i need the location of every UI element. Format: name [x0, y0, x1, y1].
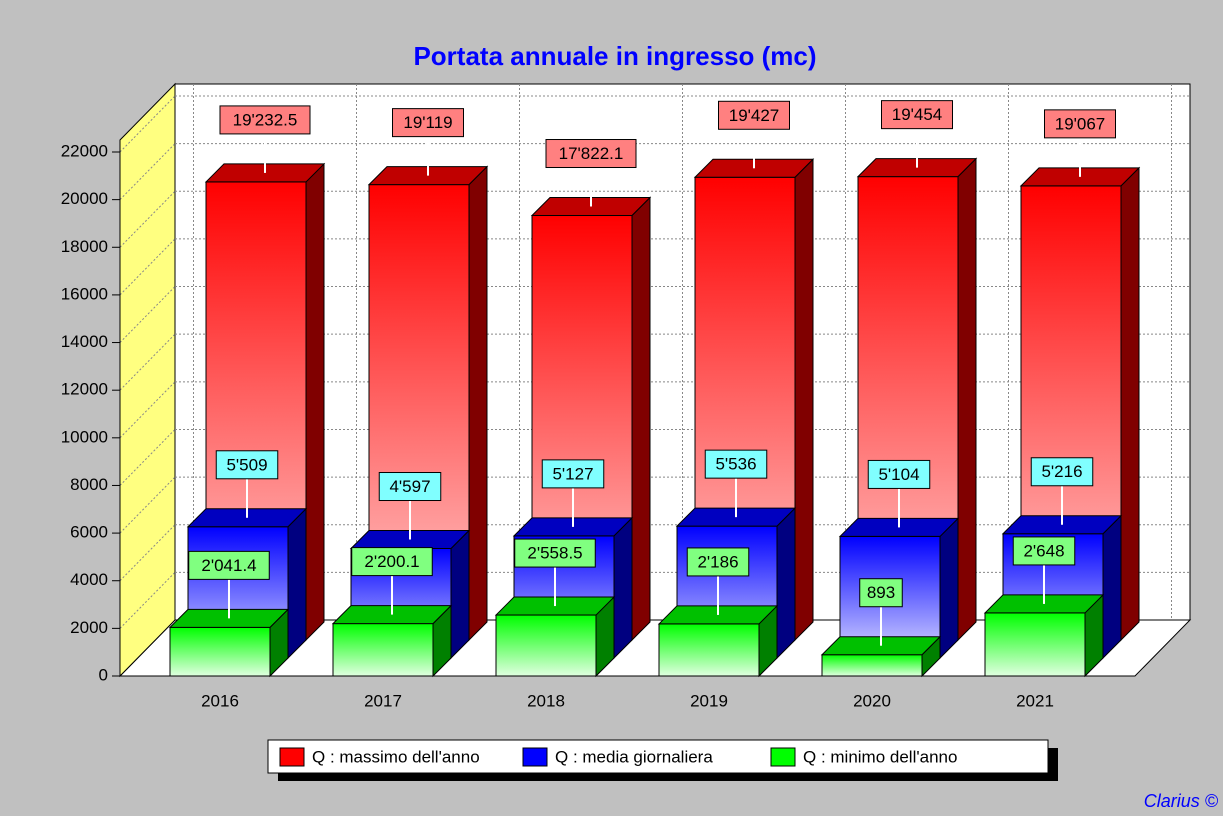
y-tick-label: 16000 [61, 284, 108, 303]
value-label-box [541, 459, 605, 489]
y-tick-label: 0 [99, 665, 108, 684]
y-tick-label: 12000 [61, 380, 108, 399]
bar-side [613, 516, 633, 660]
bar [658, 623, 760, 677]
bar-side [287, 507, 307, 660]
y-tick-label: 18000 [61, 237, 108, 256]
legend-label: Q : massimo dell'anno [312, 747, 480, 766]
bar-side [776, 506, 796, 660]
bar-side [305, 162, 325, 642]
value-label-box [188, 550, 270, 580]
grid-line [119, 476, 176, 534]
grid-line [119, 572, 176, 629]
credit: Clarius © [1144, 791, 1219, 811]
x-tick-label: 2018 [527, 691, 565, 710]
grid-line [119, 524, 176, 582]
value-label-box [1030, 457, 1094, 487]
value-label: 19'427 [729, 106, 780, 125]
value-label-box [378, 472, 442, 502]
value-label: 2'648 [1023, 541, 1064, 560]
bar [984, 612, 1086, 677]
legend [267, 739, 1049, 774]
value-label-box [881, 100, 953, 130]
value-label: 5'509 [226, 455, 267, 474]
value-label: 17'822.1 [559, 144, 624, 163]
bar [495, 614, 597, 677]
grid-line [119, 381, 176, 439]
y-tick-label: 20000 [61, 189, 108, 208]
grid-line [119, 429, 176, 486]
value-label: 4'597 [389, 477, 430, 496]
bar-side [631, 196, 651, 642]
side-wall [119, 82, 176, 678]
bar-side [1102, 514, 1122, 660]
y-tick-label: 8000 [70, 475, 108, 494]
value-label: 5'104 [878, 465, 919, 484]
bar-side [939, 517, 959, 660]
bar-side [468, 165, 488, 642]
y-tick-label: 14000 [61, 332, 108, 351]
y-tick-label: 4000 [70, 570, 108, 589]
bar-side [1120, 166, 1140, 642]
legend-swatch [770, 747, 796, 767]
y-tick-label: 6000 [70, 523, 108, 542]
value-label: 893 [867, 583, 895, 602]
x-tick-label: 2020 [853, 691, 891, 710]
legend-swatch [279, 747, 305, 767]
value-label-box [867, 459, 931, 489]
x-tick-label: 2021 [1016, 691, 1054, 710]
bar-side [957, 157, 977, 642]
grid-line [119, 190, 176, 248]
value-label-box [215, 450, 279, 480]
x-tick-label: 2016 [201, 691, 239, 710]
value-label-box [704, 449, 768, 479]
grid-line [119, 333, 176, 391]
grid-line [119, 238, 176, 296]
y-tick-label: 10000 [61, 427, 108, 446]
bar [332, 623, 434, 677]
value-label-box [718, 100, 790, 130]
value-label-box [351, 547, 433, 577]
value-label-box [1012, 536, 1076, 566]
value-label-box [859, 578, 903, 608]
value-label-box [686, 547, 750, 577]
legend-swatch [522, 747, 548, 767]
value-label: 19'119 [403, 113, 452, 132]
value-label: 5'536 [715, 455, 756, 474]
value-label-box [545, 139, 637, 169]
y-tick-label: 22000 [61, 141, 108, 160]
bar-side [794, 158, 814, 642]
value-label: 19'454 [892, 105, 943, 124]
value-label-box [219, 105, 311, 135]
y-tick-label: 2000 [70, 618, 108, 637]
value-label-box [514, 538, 596, 568]
value-label-box [392, 108, 464, 138]
value-label-box [1044, 109, 1116, 139]
value-label: 5'127 [552, 464, 593, 483]
value-label: 2'186 [697, 552, 738, 571]
x-tick-label: 2017 [364, 691, 402, 710]
value-label: 2'041.4 [201, 556, 256, 575]
grid-line [119, 286, 176, 343]
value-label: 19'067 [1055, 114, 1106, 133]
bar [169, 626, 271, 677]
legend-label: Q : media giornaliera [555, 747, 713, 766]
grid-line [119, 95, 176, 153]
bar-side [450, 529, 470, 660]
bar [821, 654, 923, 677]
value-label: 2'200.1 [364, 552, 419, 571]
value-label: 2'558.5 [527, 544, 582, 563]
x-tick-label: 2019 [690, 691, 728, 710]
legend-label: Q : minimo dell'anno [803, 747, 957, 766]
value-label: 19'232.5 [233, 110, 298, 129]
value-label: 5'216 [1041, 462, 1082, 481]
chart-title: Portata annuale in ingresso (mc) [413, 41, 816, 71]
grid-line [119, 143, 176, 200]
